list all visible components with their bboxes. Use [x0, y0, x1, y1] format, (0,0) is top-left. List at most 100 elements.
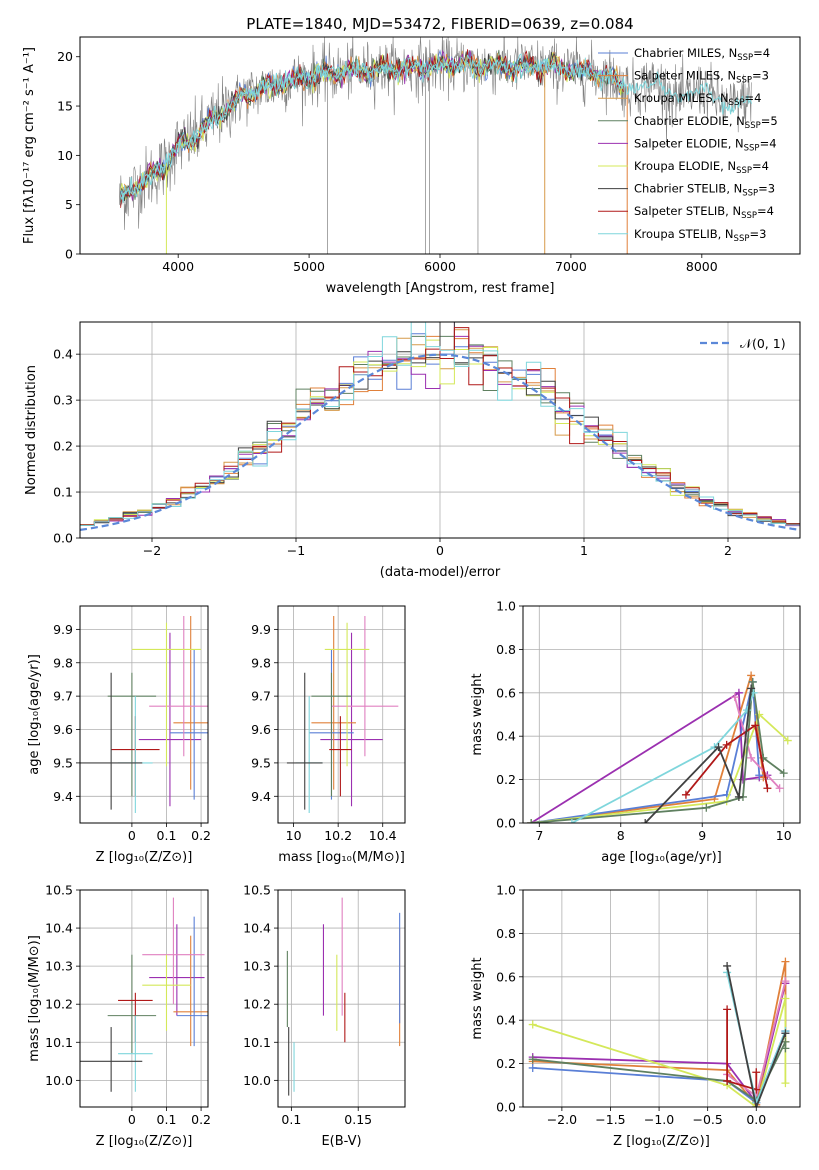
- mass-weight-line: [726, 1009, 758, 1091]
- y-tick-label: 0: [65, 247, 73, 262]
- x-axis-label: Z [log₁₀(Z/Z⊙)]: [96, 850, 193, 865]
- y-tick-label: 1.0: [496, 599, 516, 614]
- x-tick-label: 10: [286, 828, 302, 843]
- axes-frame: [79, 889, 209, 1108]
- legend-entry: Salpeter MILES, NSSP=3: [634, 69, 769, 86]
- x-tick-label: 8: [617, 828, 625, 843]
- y-tick-label: 0.0: [53, 531, 73, 546]
- x-tick-label: 10.2: [324, 828, 352, 843]
- axes-frame: [522, 605, 801, 824]
- mass-weight-marker: [752, 1103, 761, 1107]
- y-tick-label: 5: [65, 197, 73, 212]
- mass-weight-marker: [702, 803, 711, 812]
- y-axis-label: Normed distribution: [24, 365, 39, 495]
- mass-weight-line: [532, 998, 787, 1107]
- residual-histogram-step: [80, 322, 800, 526]
- x-tick-label: 0.1: [281, 1112, 301, 1127]
- mass-weight-marker: [723, 961, 732, 970]
- mass-weight-marker: [781, 994, 790, 1003]
- y-tick-label: 9.5: [251, 755, 271, 770]
- y-tick-label: 9.6: [53, 722, 73, 737]
- legend-entry: Kroupa ELODIE, NSSP=4: [634, 159, 769, 176]
- x-tick-label: 0.2: [191, 1112, 211, 1127]
- y-tick-label: 0.3: [53, 393, 73, 408]
- chart-age-vs-mass: 10 10.2 10.4 9.4 9.5 9.6 9.7 9.8 9.9 mass [log₁₀(…: [251, 605, 406, 865]
- y-tick-label: 0.4: [496, 729, 516, 744]
- legend-entry: Chabrier MILES, NSSP=4: [634, 46, 770, 63]
- y-tick-label: 10.3: [243, 959, 271, 974]
- residual-histogram-step: [80, 339, 800, 526]
- x-axis-label: Z [log₁₀(Z/Z⊙)]: [613, 1134, 710, 1149]
- y-axis-label: Flux [fλ10⁻¹⁷ erg cm⁻² s⁻¹ A⁻¹]: [22, 47, 37, 244]
- mass-weight-line: [644, 688, 752, 823]
- x-tick-label: 8000: [686, 259, 718, 274]
- x-axis-label: Z [log₁₀(Z/Z⊙)]: [96, 1134, 193, 1149]
- y-tick-label: 0.2: [53, 439, 73, 454]
- x-tick-label: 0: [128, 1112, 136, 1127]
- chart-age-vs-Z: 0 0.1 0.2 9.4 9.5 9.6 9.7 9.8 9.9 Z [log₁₀(Z/Z⊙)]…: [27, 605, 211, 865]
- mass-weight-marker: [781, 957, 790, 966]
- x-axis-label: wavelength [Angstrom, rest frame]: [326, 281, 555, 296]
- x-tick-label: −2: [143, 543, 161, 558]
- y-tick-label: 0.2: [496, 1056, 516, 1071]
- normal-curve-line: [80, 353, 800, 531]
- y-tick-label: 0.1: [53, 485, 73, 500]
- x-tick-label: 7000: [555, 259, 587, 274]
- mass-weight-marker: [527, 819, 536, 823]
- x-tick-label: 4000: [162, 259, 194, 274]
- y-tick-label: 0.6: [496, 969, 516, 984]
- chart-residuals: −2 −1 0 1 2 0.0 0.1 0.2 0.3 0.4 (data-model)/error…: [24, 321, 801, 580]
- mass-weight-line: [685, 723, 769, 796]
- x-tick-label: 10: [776, 828, 792, 843]
- y-tick-label: 10.0: [243, 1073, 271, 1088]
- y-tick-label: 9.4: [53, 789, 73, 804]
- mass-weight-line: [531, 681, 785, 823]
- mass-weight-marker: [781, 1044, 790, 1053]
- y-tick-label: 9.7: [251, 689, 271, 704]
- y-tick-label: 10.2: [243, 997, 271, 1012]
- mass-weight-marker: [763, 784, 772, 793]
- residual-histogram-step: [80, 322, 800, 526]
- x-tick-label: −0.5: [692, 1112, 722, 1127]
- mass-weight-marker: [747, 753, 756, 762]
- model-spectrum-line-kroupa-stelib: [120, 57, 753, 201]
- y-axis-label: mass weight: [470, 673, 485, 755]
- mass-weight-marker: [681, 790, 690, 799]
- mass-weight-marker: [730, 693, 739, 702]
- axes-frame: [277, 889, 406, 1108]
- plot-area: [523, 890, 800, 1107]
- y-tick-label: 10.1: [243, 1035, 271, 1050]
- x-axis-label: mass [log₁₀(M/M⊙)]: [278, 850, 405, 865]
- plot-area: [523, 606, 800, 823]
- mass-weight-marker: [722, 740, 731, 749]
- mass-weight-marker: [743, 706, 752, 715]
- y-tick-label: 0.0: [496, 816, 516, 831]
- y-tick-label: 10.4: [243, 921, 271, 936]
- axes-frame: [277, 605, 406, 824]
- y-tick-label: 0.6: [496, 685, 516, 700]
- x-tick-label: 9: [698, 828, 706, 843]
- mass-weight-marker: [641, 819, 650, 823]
- mass-weight-marker: [734, 792, 743, 801]
- y-tick-label: 9.8: [53, 655, 73, 670]
- chart-legend: Chabrier MILES, NSSP=4 Salpeter MILES, NS…: [598, 46, 778, 244]
- x-tick-label: 10.4: [369, 828, 397, 843]
- x-tick-label: 7: [535, 828, 543, 843]
- x-tick-label: 0.1: [157, 1112, 177, 1127]
- legend-entry: Kroupa STELIB, NSSP=3: [634, 227, 766, 244]
- mass-weight-marker: [748, 677, 757, 686]
- y-tick-label: 9.8: [251, 655, 271, 670]
- mass-weight-marker: [755, 771, 764, 780]
- x-tick-label: −1.0: [644, 1112, 674, 1127]
- y-tick-label: 10.1: [45, 1035, 73, 1050]
- mass-weight-marker: [781, 1029, 790, 1038]
- observed-spectrum-line: [119, 37, 752, 230]
- legend-entry: Chabrier ELODIE, NSSP=5: [634, 114, 778, 131]
- x-axis-label: E(B-V): [321, 1134, 361, 1149]
- x-tick-label: 0.15: [344, 1112, 372, 1127]
- axes-frame: [522, 889, 801, 1108]
- mass-weight-marker: [734, 688, 743, 697]
- mass-weight-marker: [751, 721, 760, 730]
